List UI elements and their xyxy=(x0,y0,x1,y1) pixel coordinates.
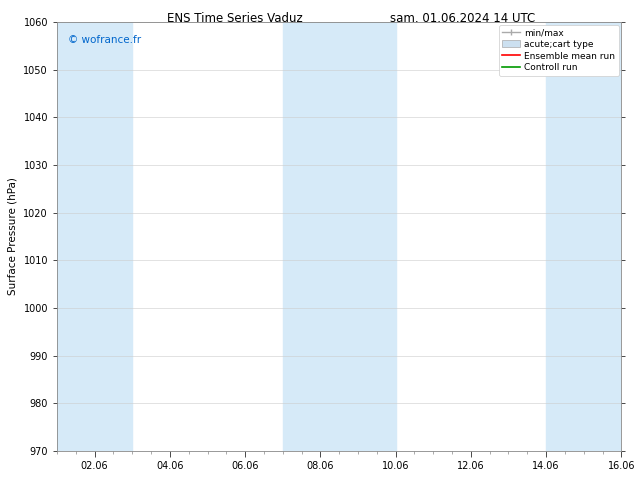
Bar xyxy=(358,22,396,451)
Bar xyxy=(320,22,358,451)
Text: © wofrance.fr: © wofrance.fr xyxy=(68,35,141,45)
Text: sam. 01.06.2024 14 UTC: sam. 01.06.2024 14 UTC xyxy=(390,12,536,25)
Bar xyxy=(57,22,94,451)
Bar xyxy=(94,22,133,451)
Bar xyxy=(584,22,621,451)
Y-axis label: Surface Pressure (hPa): Surface Pressure (hPa) xyxy=(8,177,18,295)
Text: ENS Time Series Vaduz: ENS Time Series Vaduz xyxy=(167,12,302,25)
Bar xyxy=(283,22,320,451)
Bar xyxy=(546,22,584,451)
Legend: min/max, acute;cart type, Ensemble mean run, Controll run: min/max, acute;cart type, Ensemble mean … xyxy=(499,25,619,76)
